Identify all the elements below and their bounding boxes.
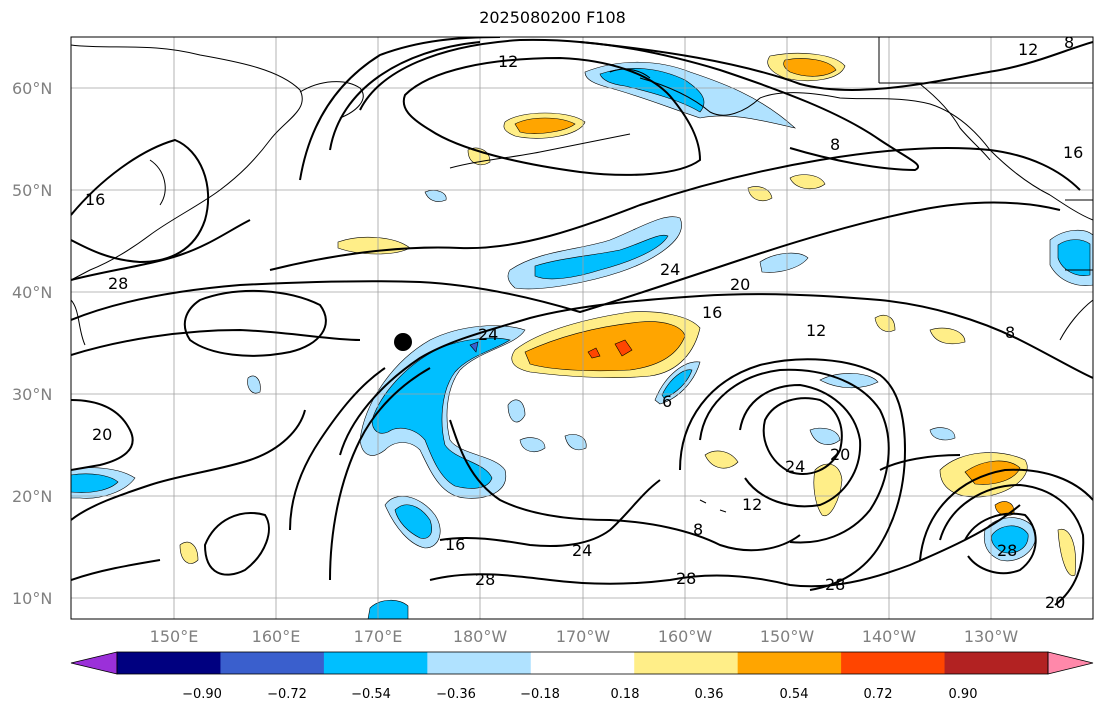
contour-label: 20: [830, 445, 850, 464]
contour-label: 16: [1063, 143, 1083, 162]
shading-layer: [71, 52, 1093, 619]
colorbar-bin: [944, 652, 1049, 674]
contour-label: 20: [730, 275, 750, 294]
contour-label: 20: [1045, 593, 1065, 612]
contour-label: 28: [676, 569, 696, 588]
lon-label: 150°W: [760, 627, 815, 646]
contour-label: 24: [478, 325, 498, 344]
colorbar-tick-label: 0.90: [949, 687, 978, 702]
contour-label: 20: [92, 425, 112, 444]
lon-axis: 150°E 160°E 170°E 180°W 170°W 160°W 150°…: [150, 627, 1019, 646]
page-title: 2025080200 F108: [479, 8, 626, 27]
colorbar-bin: [427, 652, 532, 674]
colorbar-tick-label: 0.18: [611, 687, 640, 702]
lon-label: 160°E: [252, 627, 301, 646]
contour-label: 12: [742, 495, 762, 514]
lat-label: 60°N: [12, 79, 52, 98]
colorbar-bin: [117, 652, 221, 674]
colorbar-tick-label: −0.90: [182, 687, 222, 702]
contour-label: 24: [572, 541, 592, 560]
colorbar-tick-label: 0.36: [695, 687, 724, 702]
lon-label: 160°W: [658, 627, 713, 646]
lat-label: 20°N: [12, 487, 52, 506]
colorbar-bin: [634, 652, 739, 674]
lon-label: 130°W: [964, 627, 1019, 646]
borders: [878, 37, 1093, 271]
colorbar-tick-label: −0.54: [351, 687, 391, 702]
lon-label: 170°W: [556, 627, 611, 646]
dot-marker: [394, 333, 412, 351]
lat-label: 40°N: [12, 283, 52, 302]
contour-label: 24: [785, 457, 805, 476]
map-frame: [70, 36, 1094, 620]
colorbar-bin: [220, 652, 325, 674]
colorbar-bin: [841, 652, 946, 674]
lat-label: 10°N: [12, 589, 52, 608]
lon-label: 140°W: [862, 627, 917, 646]
contour-label-group: 12 8 16 28 24 20 16 12 8 6 24 20 12 8 20…: [85, 33, 1083, 612]
contour-label: 28: [475, 570, 495, 589]
contour-label: 12: [1018, 40, 1038, 59]
contour-label: 16: [445, 535, 465, 554]
colorbar-bin: [737, 652, 842, 674]
colorbar-tick-label: −0.36: [436, 687, 476, 702]
contour-label: 24: [660, 260, 680, 279]
coastlines: [71, 44, 1093, 513]
contour-label: 8: [1005, 323, 1015, 342]
colorbar-tick-label: −0.18: [520, 687, 560, 702]
colorbar-outline: [116, 651, 1049, 675]
lat-label: 50°N: [12, 181, 52, 200]
lon-label: 180°W: [453, 627, 508, 646]
contour-label: 28: [825, 575, 845, 594]
contour-label: 6: [662, 392, 672, 411]
contour-label: 8: [830, 135, 840, 154]
contour-label: 28: [108, 274, 128, 293]
colorbar-tick-label: −0.72: [267, 687, 307, 702]
contour-label: 8: [1064, 33, 1074, 52]
colorbar-extend-low: [70, 651, 118, 675]
lon-label: 150°E: [150, 627, 199, 646]
contour-label: 28: [997, 541, 1017, 560]
colorbar-extend-high: [1047, 651, 1094, 675]
colorbar-bin: [530, 652, 635, 674]
contour-label: 16: [702, 303, 722, 322]
contour-label: 12: [806, 321, 826, 340]
colorbar: [70, 651, 1094, 675]
contour-label: 16: [85, 190, 105, 209]
colorbar-tick-label: 0.72: [864, 687, 893, 702]
colorbar-tick-label: 0.54: [780, 687, 809, 702]
colorbar-bin: [323, 652, 428, 674]
lat-label: 30°N: [12, 385, 52, 404]
contour-label: 8: [693, 520, 703, 539]
lat-axis: 60°N 50°N 40°N 30°N 20°N 10°N: [12, 79, 52, 608]
contour-lines: [71, 37, 1093, 606]
contour-label: 12: [498, 52, 518, 71]
lon-label: 170°E: [354, 627, 403, 646]
colorbar-ticks: −0.90 −0.72 −0.54 −0.36 −0.18 0.18 0.36 …: [182, 687, 977, 702]
